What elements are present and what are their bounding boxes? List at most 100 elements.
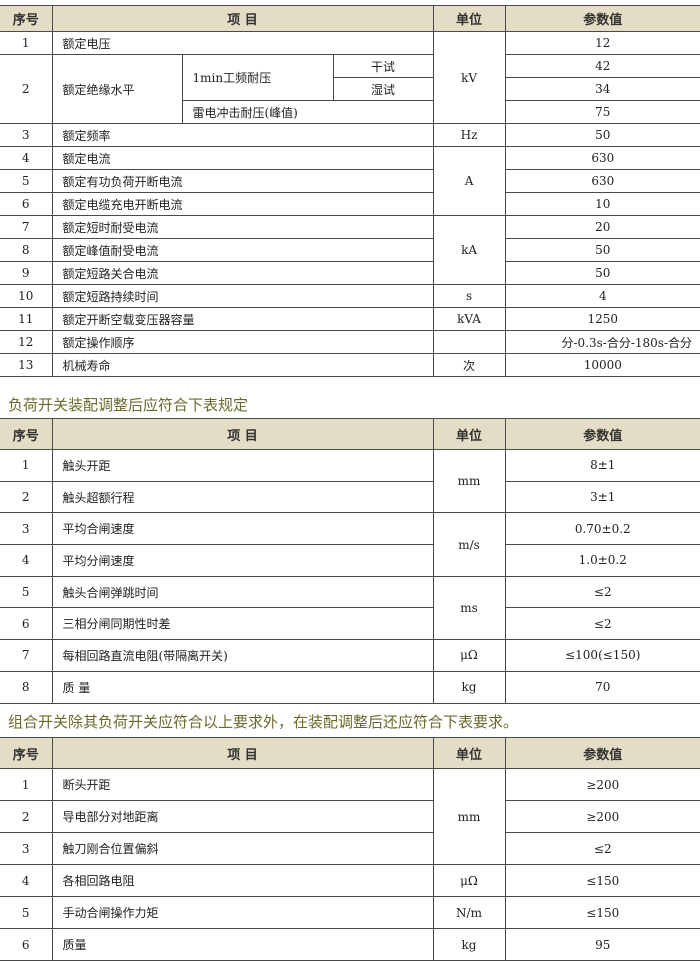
row-unit: kA <box>432 215 506 285</box>
row-item: 导电部分对地距离 <box>51 800 434 833</box>
row-unit: μΩ <box>432 639 506 672</box>
table-row: 3 额定频率 Hz 50 <box>0 123 700 147</box>
row-no: 3 <box>0 832 53 865</box>
row-value: 8±1 <box>504 449 700 482</box>
row-unit: ms <box>432 575 506 641</box>
row-item: 三相分闸同期性时差 <box>51 607 434 641</box>
row-no: 5 <box>0 896 53 929</box>
row-value: 12 <box>504 31 700 55</box>
row-value: 630 <box>504 146 700 170</box>
header-no: 序号 <box>0 737 53 769</box>
header-value: 参数值 <box>504 418 700 450</box>
row-item: 断头开距 <box>51 768 434 801</box>
table-row: 3 平均合闸速度 m/s 0.70±0.2 <box>0 512 700 577</box>
row-no: 9 <box>0 261 53 285</box>
row-value: 50 <box>504 123 700 147</box>
table-header: 序号 项 目 单位 参数值 <box>0 5 700 32</box>
row-no: 2 <box>0 54 53 124</box>
row-unit: A <box>432 146 506 216</box>
row-no: 5 <box>0 169 53 193</box>
header-no: 序号 <box>0 5 53 32</box>
row-item: 额定峰值耐受电流 <box>51 238 434 262</box>
row-no: 1 <box>0 768 53 801</box>
table-row: 6 额定电缆充电开断电流 10 <box>0 192 700 216</box>
row-item: 额定频率 <box>51 123 434 147</box>
row-item: 平均合闸速度 <box>51 512 434 546</box>
table-row: 11 额定开断空载变压器容量 kVA 1250 <box>0 307 700 331</box>
row-value: ≥200 <box>504 768 700 801</box>
row-unit <box>432 330 506 354</box>
table-row: 10 额定短路持续时间 s 4 <box>0 284 700 308</box>
row-no: 8 <box>0 238 53 262</box>
header-item: 项 目 <box>51 737 434 769</box>
row-value: 50 <box>504 238 700 262</box>
table-row: 8 额定峰值耐受电流 50 <box>0 238 700 262</box>
row-value: ≤150 <box>504 896 700 929</box>
row-value: 4 <box>504 284 700 308</box>
table-row: 5 触头合闸弹跳时间 ms ≤2 <box>0 575 700 641</box>
row-subitem-wet: 湿试 <box>333 77 434 101</box>
row-item: 机械寿命 <box>51 353 434 377</box>
row-no: 7 <box>0 639 53 672</box>
row-no: 1 <box>0 31 53 55</box>
row-no: 4 <box>0 146 53 170</box>
row-no: 3 <box>0 512 53 546</box>
header-unit: 单位 <box>432 737 506 769</box>
row-value: 20 <box>504 215 700 239</box>
header-value: 参数值 <box>504 737 700 769</box>
row-item: 平均分闸速度 <box>51 544 434 577</box>
section-heading: 负荷开关装配调整后应符合下表规定 <box>8 396 249 414</box>
row-value: 分-0.3s-合分-180s-合分 <box>504 330 700 354</box>
table-row: 7 每相回路直流电阻(带隔离开关) μΩ ≤100(≤150) <box>0 639 700 672</box>
table-row: 1 断头开距 mm ≥200 <box>0 768 700 865</box>
row-value: 75 <box>504 100 700 124</box>
row-item: 额定电流 <box>51 146 434 170</box>
table-row: 1 额定电压 kV 12 <box>0 31 700 124</box>
row-item: 触头超额行程 <box>51 480 434 514</box>
row-item: 质 量 <box>51 670 434 704</box>
row-unit: m/s <box>432 512 506 577</box>
header-unit: 单位 <box>432 418 506 450</box>
table-row: 湿试 34 <box>0 77 700 101</box>
row-value: 1.0±0.2 <box>504 544 700 577</box>
row-unit: kg <box>432 928 506 961</box>
row-no: 7 <box>0 215 53 239</box>
row-value: 10 <box>504 192 700 216</box>
row-no: 1 <box>0 449 53 482</box>
row-no: 12 <box>0 330 53 354</box>
table-row: 5 手动合闸操作力矩 N/m ≤150 <box>0 896 700 929</box>
row-unit: Hz <box>432 123 506 147</box>
row-subitem: 雷电冲击耐压(峰值) <box>182 100 434 124</box>
row-value: 630 <box>504 169 700 193</box>
row-unit: N/m <box>432 896 506 929</box>
row-no: 4 <box>0 544 53 577</box>
row-no: 8 <box>0 670 53 704</box>
row-no: 3 <box>0 123 53 147</box>
row-unit: kVA <box>432 307 506 331</box>
row-value: 3±1 <box>504 480 700 514</box>
row-unit: mm <box>432 768 506 865</box>
table-row: 2 触头超额行程 3±1 <box>0 480 700 514</box>
header-unit: 单位 <box>432 5 506 32</box>
row-item: 额定绝缘水平 <box>51 54 183 124</box>
row-value: 70 <box>504 670 700 704</box>
row-no: 5 <box>0 575 53 609</box>
row-item: 额定开断空载变压器容量 <box>51 307 434 331</box>
table-row: 2 导电部分对地距离 ≥200 <box>0 800 700 833</box>
row-no: 11 <box>0 307 53 331</box>
row-item: 额定电缆充电开断电流 <box>51 192 434 216</box>
row-unit: kV <box>432 31 506 124</box>
table-row: 3 触刀刚合位置偏斜 ≤2 <box>0 832 700 865</box>
row-subitem-dry: 干试 <box>332 54 434 78</box>
table-header: 序号项 目单位 参数值 <box>0 737 700 769</box>
rated-parameters-table: 序号 项 目 单位 参数值 1 额定电压 kV 12 2 额定绝缘水平 1min… <box>0 5 700 377</box>
combination-switch-table: 序号项 目单位 参数值 1 断头开距 mm ≥200 2 导电部分对地距离 ≥200 3 触刀刚合位… <box>0 737 700 961</box>
row-value: 0.70±0.2 <box>504 512 700 546</box>
table-row: 4 额定电流 A 630 <box>0 146 700 216</box>
section-heading: 组合开关除其负荷开关应符合以上要求外，在装配调整后还应符合下表要求。 <box>8 713 519 731</box>
row-value: 1250 <box>504 307 700 331</box>
header-no: 序号 <box>0 418 53 450</box>
row-value: ≤100(≤150) <box>504 639 700 672</box>
row-value: ≥200 <box>504 800 700 833</box>
header-value: 参数值 <box>504 5 700 32</box>
